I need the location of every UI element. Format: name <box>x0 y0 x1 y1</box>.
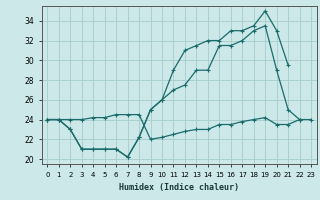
X-axis label: Humidex (Indice chaleur): Humidex (Indice chaleur) <box>119 183 239 192</box>
